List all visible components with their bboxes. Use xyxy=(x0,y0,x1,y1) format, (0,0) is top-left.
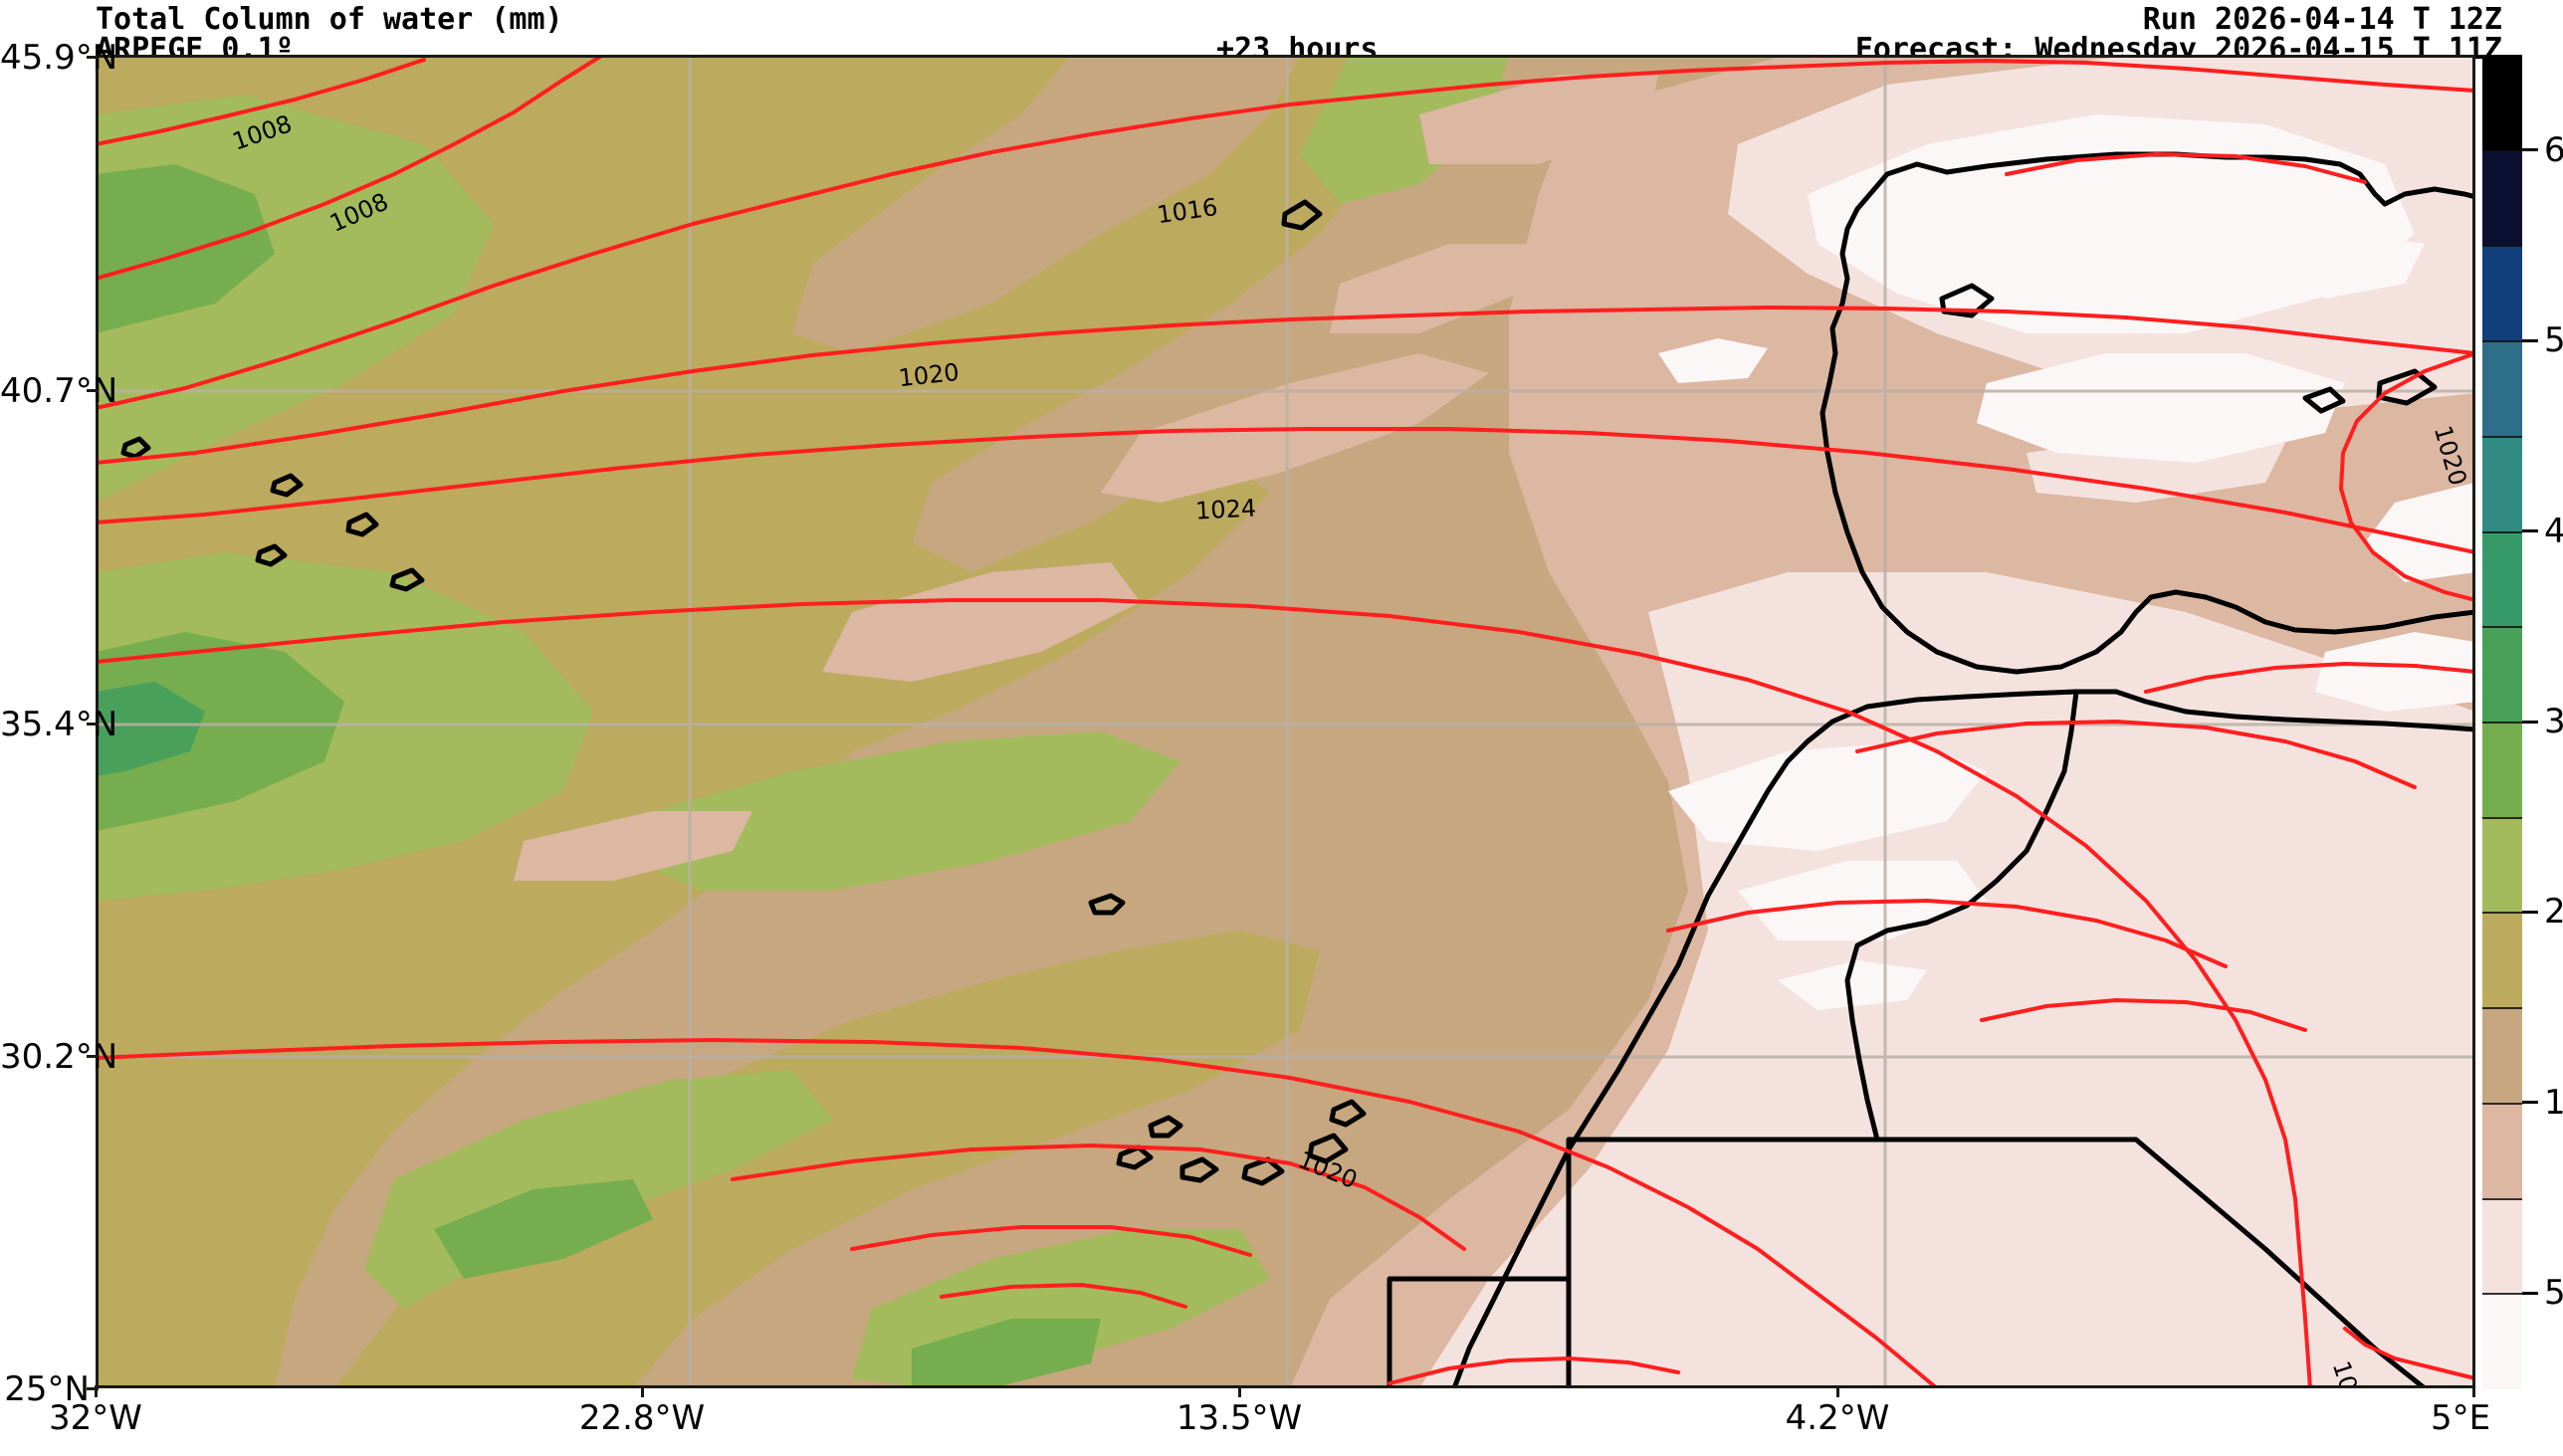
page-title: Total Column of water (mm) xyxy=(96,2,563,37)
contour-band-30-35 xyxy=(96,632,344,831)
colorbar-segment xyxy=(2482,435,2522,532)
x-tick-label-5e: 5°E xyxy=(2430,1398,2491,1438)
y-tick-mark xyxy=(87,389,99,392)
contour-band-0-5-b xyxy=(1977,353,2345,463)
y-tick-label-25: 25°N xyxy=(4,1369,90,1409)
contour-band-30-35-b xyxy=(96,164,275,333)
colorbar-segment-divider xyxy=(2482,1197,2522,1200)
contour-band-20-25 xyxy=(96,55,1409,1388)
colorbar-segment xyxy=(2482,1007,2522,1104)
colorbar-tick-mark xyxy=(2522,1291,2538,1295)
map-plot-area[interactable]: 1008 1008 1016 1020 1024 1020 1020 1016 xyxy=(96,55,2475,1388)
colorbar-tick-mark xyxy=(2522,1101,2538,1105)
colorbar-tick-label: 5 xyxy=(2544,1273,2563,1314)
y-tick-mark xyxy=(87,56,99,59)
colorbar-tick-mark xyxy=(2522,338,2538,342)
colorbar-segment xyxy=(2482,340,2522,437)
colorbar-tick-label: 45 xyxy=(2544,511,2563,551)
colorbar-tick-mark xyxy=(2522,720,2538,724)
contour-band-25-30-d xyxy=(1300,55,1509,204)
contour-band-30-35-c xyxy=(434,1179,653,1279)
colorbar-tick-label: 65 xyxy=(2544,129,2563,170)
y-tick-label-35: 35.4°N xyxy=(0,705,118,744)
forecast-label: Forecast: Wednesday 2026-04-15 T 11Z xyxy=(1854,32,2502,67)
x-tick-mark xyxy=(641,1385,644,1397)
x-tick-mark xyxy=(95,1385,98,1397)
x-tick-mark xyxy=(1836,1385,1839,1397)
contour-band-30-35-e xyxy=(912,1319,1101,1388)
colorbar-segment xyxy=(2482,912,2522,1008)
colorbar-tick-mark xyxy=(2522,529,2538,533)
x-tick-label-32w: 32°W xyxy=(49,1398,142,1438)
colorbar-tick-mark xyxy=(2522,910,2538,914)
contour-band-10-15-c xyxy=(1330,244,1529,333)
y-tick-mark xyxy=(87,1387,99,1390)
colorbar-tick-label: 35 xyxy=(2544,702,2563,741)
colorbar-segment-divider xyxy=(2482,626,2522,629)
colorbar-segment xyxy=(2482,245,2522,341)
y-tick-label-40: 40.7°N xyxy=(0,371,118,411)
x-tick-label-228w: 22.8°W xyxy=(578,1398,706,1438)
contour-band-0-5-f xyxy=(1778,960,1927,1010)
contour-band-0-5-i xyxy=(2315,632,2475,712)
colorbar-segment-divider xyxy=(2482,1007,2522,1010)
colorbar-segment-divider xyxy=(2482,1293,2522,1296)
map-canvas: 1008 1008 1016 1020 1024 1020 1020 1016 xyxy=(96,55,2475,1388)
colorbar-segment-divider xyxy=(2482,340,2522,343)
colorbar-segment-divider xyxy=(2482,530,2522,533)
colorbar-tick-label: 25 xyxy=(2544,892,2563,933)
colorbar[interactable] xyxy=(2482,55,2522,1389)
y-tick-mark xyxy=(87,723,99,726)
colorbar-tick-label: 15 xyxy=(2544,1082,2563,1123)
colorbar-segment xyxy=(2482,1293,2522,1389)
colorbar-segment-divider xyxy=(2482,722,2522,724)
colorbar-segment xyxy=(2482,530,2522,627)
contour-band-5-10-b xyxy=(1419,572,2475,1388)
coastlines xyxy=(120,151,2475,1388)
y-tick-label-45: 45.9°N xyxy=(0,38,118,78)
colorbar-segment xyxy=(2482,1102,2522,1199)
x-tick-label-42w: 4.2°W xyxy=(1785,1398,1890,1438)
contour-band-0-5-c xyxy=(2365,483,2475,582)
colorbar-segment-divider xyxy=(2482,912,2522,915)
contour-band-35-40 xyxy=(96,682,205,776)
contour-band-10-15-b xyxy=(822,562,1141,682)
run-label: Run 2026-04-14 T 12Z xyxy=(2142,2,2502,37)
isobar-label: 1024 xyxy=(1194,494,1256,524)
x-tick-mark xyxy=(2472,1385,2475,1397)
colorbar-segment xyxy=(2482,1197,2522,1294)
colorbar-segment xyxy=(2482,626,2522,723)
contour-band-25-30-c xyxy=(633,731,1180,891)
colorbar-segment xyxy=(2482,149,2522,247)
contour-band-20-25-b xyxy=(334,931,1320,1388)
contour-band-10-15-f xyxy=(514,811,752,881)
isobar-label: 1020 xyxy=(897,358,961,392)
colorbar-segment-divider xyxy=(2482,816,2522,819)
contour-band-0-5-g xyxy=(2275,234,2425,299)
x-tick-mark xyxy=(1238,1385,1241,1397)
colorbar-segment xyxy=(2482,816,2522,914)
colorbar-segment-divider xyxy=(2482,1102,2522,1105)
x-tick-label-135w: 13.5°W xyxy=(1175,1398,1303,1438)
colorbar-tick-mark xyxy=(2522,148,2538,152)
contour-band-0-5-h xyxy=(1658,338,1768,383)
colorbar-segment-divider xyxy=(2482,245,2522,248)
y-tick-mark xyxy=(87,1055,99,1058)
isobars xyxy=(96,55,2475,1388)
colorbar-segment xyxy=(2482,55,2522,151)
colorbar-segment xyxy=(2482,722,2522,818)
colorbar-segment-divider xyxy=(2482,149,2522,152)
y-tick-label-30: 30.2°N xyxy=(0,1037,118,1077)
graticule xyxy=(96,55,2475,1388)
colorbar-segment-divider xyxy=(2482,435,2522,438)
colorbar-tick-label: 55 xyxy=(2544,320,2563,361)
